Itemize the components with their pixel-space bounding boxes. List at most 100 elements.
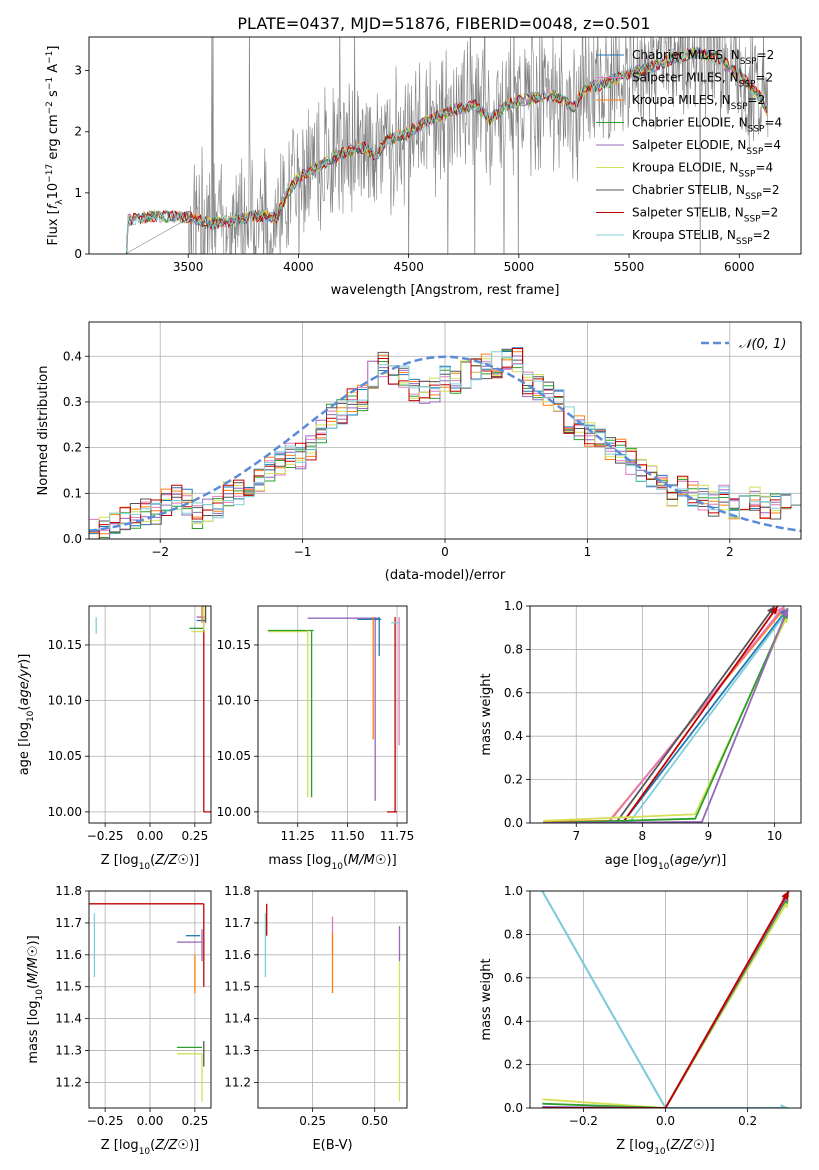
y-tick-label: 11.7: [224, 916, 251, 930]
y-tick-label: 1.0: [504, 884, 523, 898]
mass-weight-line: [541, 891, 789, 1108]
x-axis-label: mass [log10(M/M☉)]: [268, 853, 396, 872]
plot-area: [541, 891, 790, 1108]
x-tick-label: 8: [639, 829, 647, 843]
y-tick-label: 0: [74, 247, 82, 261]
y-tick-label: 10.15: [217, 638, 251, 652]
spectrum-panel: 3500 4000 4500 5000 5500 6000 0 1 2 3 wavelength […: [45, 36, 802, 298]
weight-vs-age-panel: 7 8 9 10 0.0 0.2 0.4 0.6 0.8 1.0 age [log10(age/yr…: [479, 599, 802, 872]
plot-area: [267, 617, 400, 813]
x-tick-label: 11.75: [380, 829, 414, 843]
x-tick-label: 0.50: [361, 1114, 388, 1128]
y-tick-label: 11.2: [55, 1075, 82, 1089]
x-tick-label: 6000: [724, 260, 755, 274]
y-tick-label: 11.6: [55, 948, 82, 962]
x-tick-label: 4500: [393, 260, 424, 274]
y-tick-label: 1: [74, 186, 82, 200]
mass-weight-arrowhead: [781, 891, 789, 900]
x-axis-label: Z [log10(Z/Z☉)]: [616, 1138, 714, 1157]
y-axis-label: age [log10(age/yr)]: [17, 654, 36, 776]
x-axis-label: wavelength [Angstrom, rest frame]: [331, 283, 560, 298]
y-tick-label: 0.2: [504, 1058, 523, 1072]
figure-title: PLATE=0437, MJD=51876, FIBERID=0048, z=0…: [237, 14, 650, 33]
y-tick-label: 11.3: [224, 1044, 251, 1058]
legend-entry: Chabrier MILES, NSSP=2: [632, 48, 774, 67]
mass-vs-ebv-panel: 0.25 0.50 11.2 11.3 11.4 11.5 11.6 11.7 11.8 E(B-…: [224, 884, 408, 1153]
legend-entry: Salpeter MILES, NSSP=2: [632, 71, 773, 90]
legend-entry: Kroupa STELIB, NSSP=2: [632, 228, 770, 247]
mass-weight-line: [542, 899, 790, 1108]
y-tick-label: 0.4: [63, 349, 82, 363]
mass-weight-line: [543, 606, 779, 823]
legend-entry: Chabrier STELIB, NSSP=2: [632, 183, 780, 202]
y-tick-label: 0.8: [504, 927, 523, 941]
x-tick-label: 0.25: [299, 1114, 326, 1128]
y-tick-label: 11.8: [55, 884, 82, 898]
mass-weight-arrowhead: [781, 608, 788, 617]
x-tick-label: 5500: [614, 260, 645, 274]
y-tick-label: 0.2: [63, 441, 82, 455]
y-tick-label: 10.05: [217, 749, 251, 763]
mass-weight-line: [543, 607, 789, 823]
x-tick-label: 0.00: [137, 1114, 164, 1128]
x-tick-label: −0.2: [569, 1114, 598, 1128]
y-tick-label: 11.6: [224, 948, 251, 962]
mass-weight-line: [543, 606, 776, 823]
mass-weight-line: [543, 609, 789, 823]
x-tick-label: 9: [705, 829, 713, 843]
x-tick-label: −2: [151, 545, 169, 559]
x-axis-label: age [log10(age/yr)]: [605, 853, 727, 872]
y-tick-label: 11.5: [224, 980, 251, 994]
y-tick-label: 0.0: [63, 532, 82, 546]
x-tick-label: −0.25: [87, 1114, 124, 1128]
y-axis-label: mass weight: [479, 673, 494, 755]
y-tick-label: 0.4: [504, 1014, 523, 1028]
y-tick-label: 0.6: [504, 686, 523, 700]
y-tick-label: 3: [74, 64, 82, 78]
x-tick-label: 0.0: [656, 1114, 675, 1128]
age-vs-metallicity-panel: −0.25 0.00 0.25 10.00 10.05 10.10 10.15 Z [log1…: [17, 605, 212, 872]
x-tick-label: 0.2: [738, 1114, 757, 1128]
y-tick-label: 2: [74, 125, 82, 139]
mass-weight-line: [543, 607, 789, 823]
y-tick-label: 1.0: [504, 599, 523, 613]
x-tick-label: −0.25: [87, 829, 124, 843]
x-tick-label: 4000: [283, 260, 314, 274]
x-tick-label: −1: [294, 545, 312, 559]
legend-entry: Salpeter ELODIE, NSSP=4: [632, 138, 781, 157]
y-tick-label: 11.7: [55, 916, 82, 930]
plot-area: [95, 606, 211, 813]
y-tick-label: 11.2: [224, 1075, 251, 1089]
y-tick-label: 11.5: [55, 980, 82, 994]
y-tick-label: 10.10: [48, 694, 82, 708]
axes-frame: [257, 605, 408, 824]
x-tick-label: 0.00: [137, 829, 164, 843]
y-tick-label: 11.4: [224, 1012, 251, 1026]
mass-weight-line: [543, 614, 789, 822]
mass-weight-line: [542, 891, 790, 1108]
mass-weight-arrowhead: [770, 606, 778, 615]
mass-weight-line: [543, 606, 786, 823]
y-tick-label: 10.05: [48, 749, 82, 763]
axes-frame: [88, 36, 802, 255]
x-axis-label: Z [log10(Z/Z☉)]: [101, 853, 199, 872]
mass-weight-line: [543, 607, 786, 823]
y-tick-label: 0.0: [504, 1101, 523, 1115]
x-tick-label: 0: [441, 545, 449, 559]
y-tick-label: 10.00: [217, 805, 251, 819]
y-tick-label: 11.3: [55, 1044, 82, 1058]
mass-weight-arrowhead: [780, 1104, 789, 1108]
residuals-panel: −2 −1 0 1 2 0.0 0.1 0.2 0.3 0.4 (data-model)/error…: [36, 321, 802, 583]
y-tick-label: 0.3: [63, 395, 82, 409]
model-spectrum-line: [126, 47, 767, 253]
x-tick-label: 2: [726, 545, 734, 559]
y-tick-label: 0.4: [504, 729, 523, 743]
x-axis-label: Z [log10(Z/Z☉)]: [101, 1138, 199, 1157]
mass-weight-line: [543, 609, 789, 823]
mass-vs-metallicity-panel: −0.25 0.00 0.25 11.2 11.3 11.4 11.5 11.6 11.7 11.…: [26, 884, 212, 1157]
plot-area: [125, 37, 769, 254]
y-axis-label: Flux [fλ10−17 erg cm−2 s−1 A−1]: [45, 46, 65, 246]
x-tick-label: 10: [767, 829, 782, 843]
y-tick-label: 0.2: [504, 773, 523, 787]
